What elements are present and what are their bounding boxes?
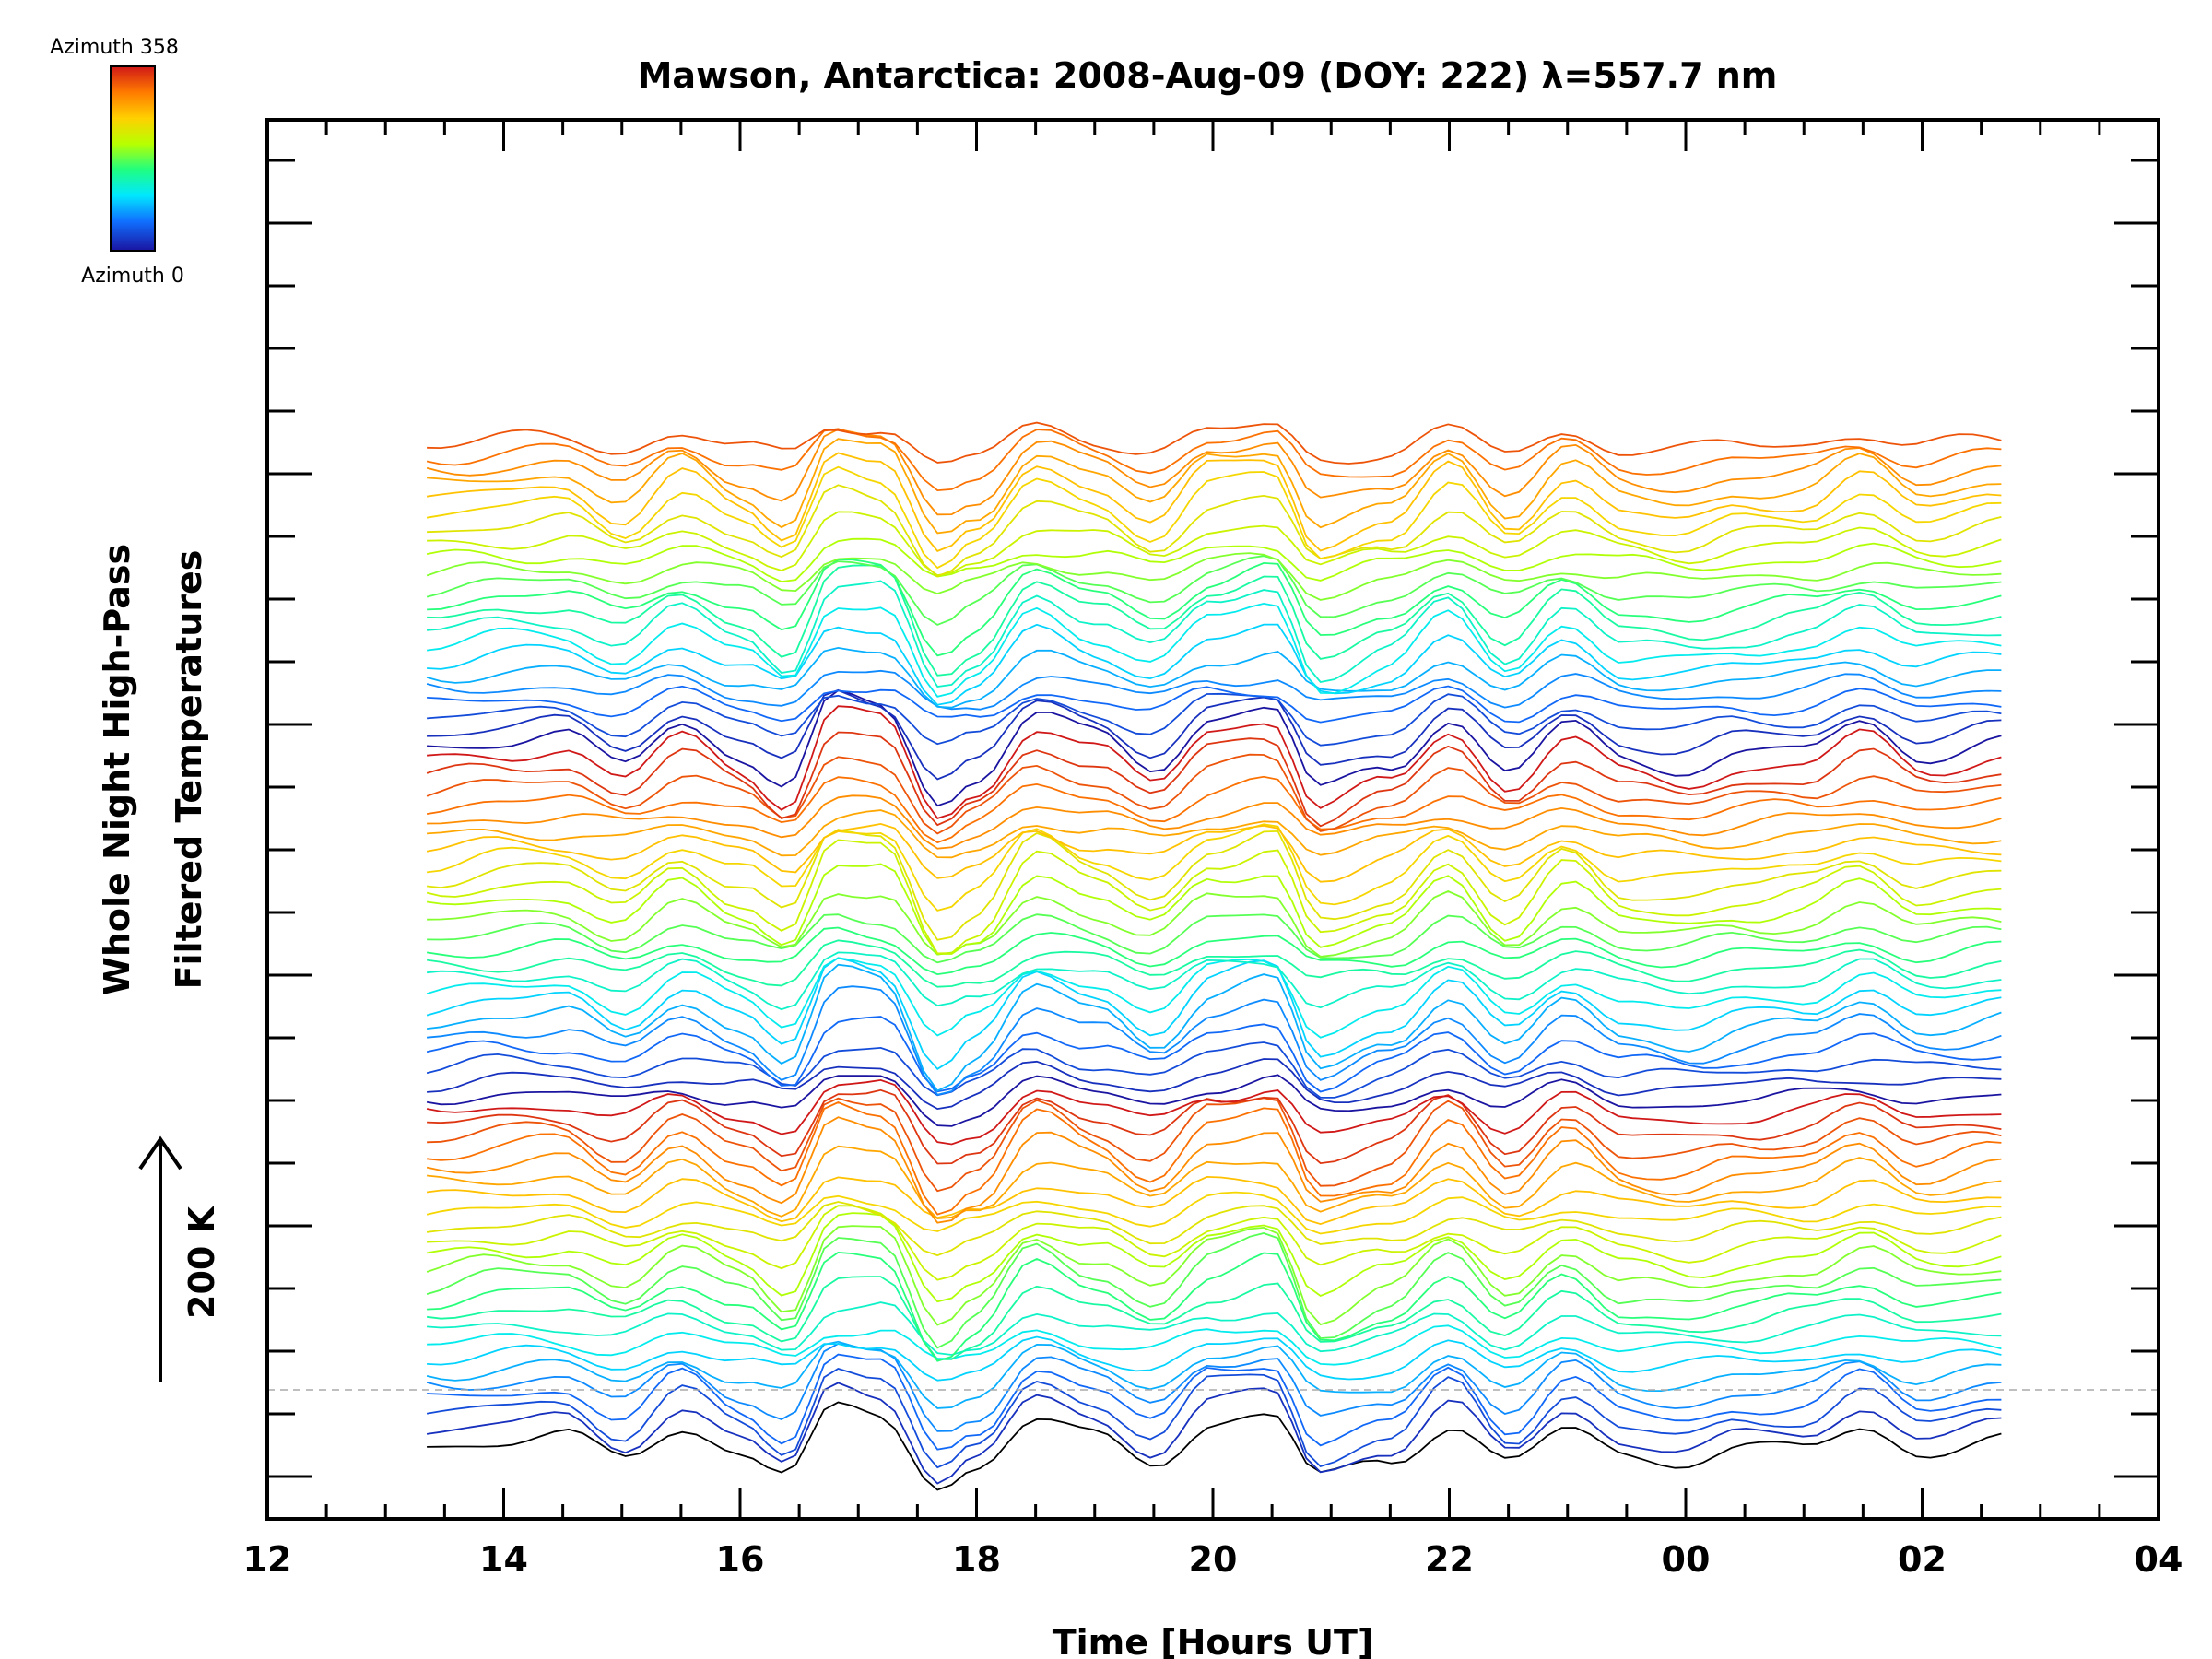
series-line [427,484,2002,578]
colorbar [110,65,156,252]
series-line [426,1342,2002,1432]
x-tick-label: 00 [1662,1539,1711,1580]
series-line [426,428,2002,516]
y-axis-label-line2: Filtered Temperatures [169,550,209,990]
series-line [426,602,2002,698]
series-line [427,1301,2002,1356]
series-line [427,623,2002,706]
x-tick-label: 20 [1189,1539,1238,1580]
series-line [426,822,2002,883]
series-line [427,1101,2002,1216]
series-line [427,1058,2002,1111]
series-line [426,1340,2002,1409]
series-line [426,1201,2002,1257]
series-line [426,646,2002,709]
series-line [427,421,2002,465]
series-line [427,1324,2002,1366]
series-line [426,731,2002,828]
series-line [426,839,2002,955]
series-line [427,1145,2002,1220]
series-line [426,1016,2002,1093]
series-line [426,753,2002,835]
series-line [426,963,2002,1092]
series-line [426,537,2002,583]
series-line [427,829,2002,941]
series-line [426,1175,2002,1226]
series-line [427,438,2002,535]
scale-label: 200 K [182,1205,222,1319]
series-layer [426,421,2002,1491]
series-line [426,669,2002,711]
series-line [427,913,2002,964]
series-line [426,552,2002,601]
series-line [427,1401,2002,1491]
x-tick-label: 16 [716,1539,765,1580]
x-tick-label: 22 [1425,1539,1474,1580]
series-line [427,685,2002,724]
series-line [426,775,2002,844]
series-line [426,863,2002,955]
series-line [426,957,2002,1070]
x-tick-label: 12 [243,1539,292,1580]
series-line [427,794,2002,850]
series-line [427,1251,2002,1362]
series-line [426,555,2002,626]
series-line [426,823,2002,912]
series-line [427,1097,2002,1193]
series-line [427,951,2002,1011]
series-line [427,1335,2002,1382]
series-line [427,580,2002,688]
series-line [426,1382,2002,1485]
series-line [427,1205,2002,1281]
series-line [426,428,2002,492]
x-tick-label: 02 [1898,1539,1947,1580]
ticks-layer [265,120,2160,1519]
series-line [426,1212,2002,1303]
series-line [426,1116,2002,1224]
series-line [427,692,2002,747]
series-line [426,1276,2002,1360]
series-line [427,559,2002,657]
x-tick-labels: 12 14 16 18 20 22 00 02 04 [243,1539,2183,1580]
colorbar-top-label: Azimuth 358 [50,36,179,59]
series-line [427,689,2002,807]
series-line [426,957,2002,1039]
x-tick-label: 18 [952,1539,1001,1580]
x-tick-label: 04 [2135,1539,2183,1580]
series-line [427,688,2002,781]
series-line [427,564,2002,677]
series-line [426,1191,2002,1235]
series-line [426,1078,2002,1146]
plot-frame [265,118,2160,1521]
series-line [426,452,2002,552]
x-axis-label: Time [Hours UT] [1053,1622,1374,1659]
series-line [427,985,2002,1096]
scale-arrow [138,1135,182,1382]
chart-title: Mawson, Antarctica: 2008-Aug-09 (DOY: 22… [638,55,1778,96]
series-line [427,809,2002,859]
series-line [427,705,2002,819]
x-tick-label: 14 [479,1539,528,1580]
series-line [426,465,2002,570]
series-line [427,890,2002,958]
series-line [426,1074,2002,1127]
series-line [427,1353,2002,1451]
series-line [426,1041,2002,1099]
colorbar-bottom-label: Azimuth 0 [81,265,184,288]
series-line [426,1225,2002,1326]
series-line [427,511,2002,577]
series-line [426,926,2002,976]
y-axis-label-line1: Whole Night High-Pass [97,544,137,995]
series-line [426,1368,2002,1469]
series-line [426,1232,2002,1349]
series-line [426,939,2002,988]
